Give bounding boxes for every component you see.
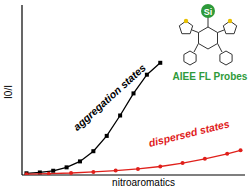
point bbox=[225, 152, 229, 156]
point bbox=[118, 114, 122, 118]
point bbox=[47, 172, 51, 175]
point bbox=[145, 73, 149, 77]
point bbox=[24, 172, 28, 175]
point bbox=[78, 159, 82, 163]
bond bbox=[208, 17, 209, 27]
point bbox=[181, 161, 185, 165]
point bbox=[158, 61, 162, 65]
bond bbox=[192, 30, 198, 33]
point bbox=[114, 169, 118, 173]
point bbox=[239, 148, 243, 152]
series-label: dispersed states bbox=[147, 117, 230, 149]
bond bbox=[218, 30, 224, 33]
ring bbox=[199, 27, 218, 49]
y-axis-label: I0/I bbox=[3, 85, 14, 99]
point bbox=[105, 134, 109, 138]
point bbox=[158, 165, 162, 169]
bond bbox=[194, 44, 198, 53]
x-axis-label: nitroaromatics bbox=[112, 177, 175, 188]
phenyl bbox=[220, 51, 232, 65]
atom-label: Si bbox=[204, 7, 213, 17]
atom-bg bbox=[201, 4, 215, 18]
x-axis bbox=[22, 174, 245, 175]
sulfur bbox=[184, 19, 188, 23]
series-line bbox=[27, 150, 241, 174]
point bbox=[65, 165, 69, 169]
point bbox=[132, 91, 136, 95]
chart: nitroaromatics I0/I aggregation statesdisp… bbox=[0, 0, 251, 189]
sulfur bbox=[228, 19, 232, 23]
bond bbox=[218, 44, 222, 53]
phenyl bbox=[184, 51, 196, 65]
point bbox=[91, 149, 95, 153]
point bbox=[69, 171, 73, 175]
y-axis bbox=[21, 5, 22, 175]
point bbox=[24, 171, 28, 175]
point bbox=[203, 157, 207, 161]
series-label: aggregation states bbox=[71, 61, 149, 132]
caption: AIEE FL Probes bbox=[173, 71, 248, 82]
point bbox=[136, 167, 140, 171]
point bbox=[51, 169, 55, 173]
point bbox=[91, 170, 95, 174]
